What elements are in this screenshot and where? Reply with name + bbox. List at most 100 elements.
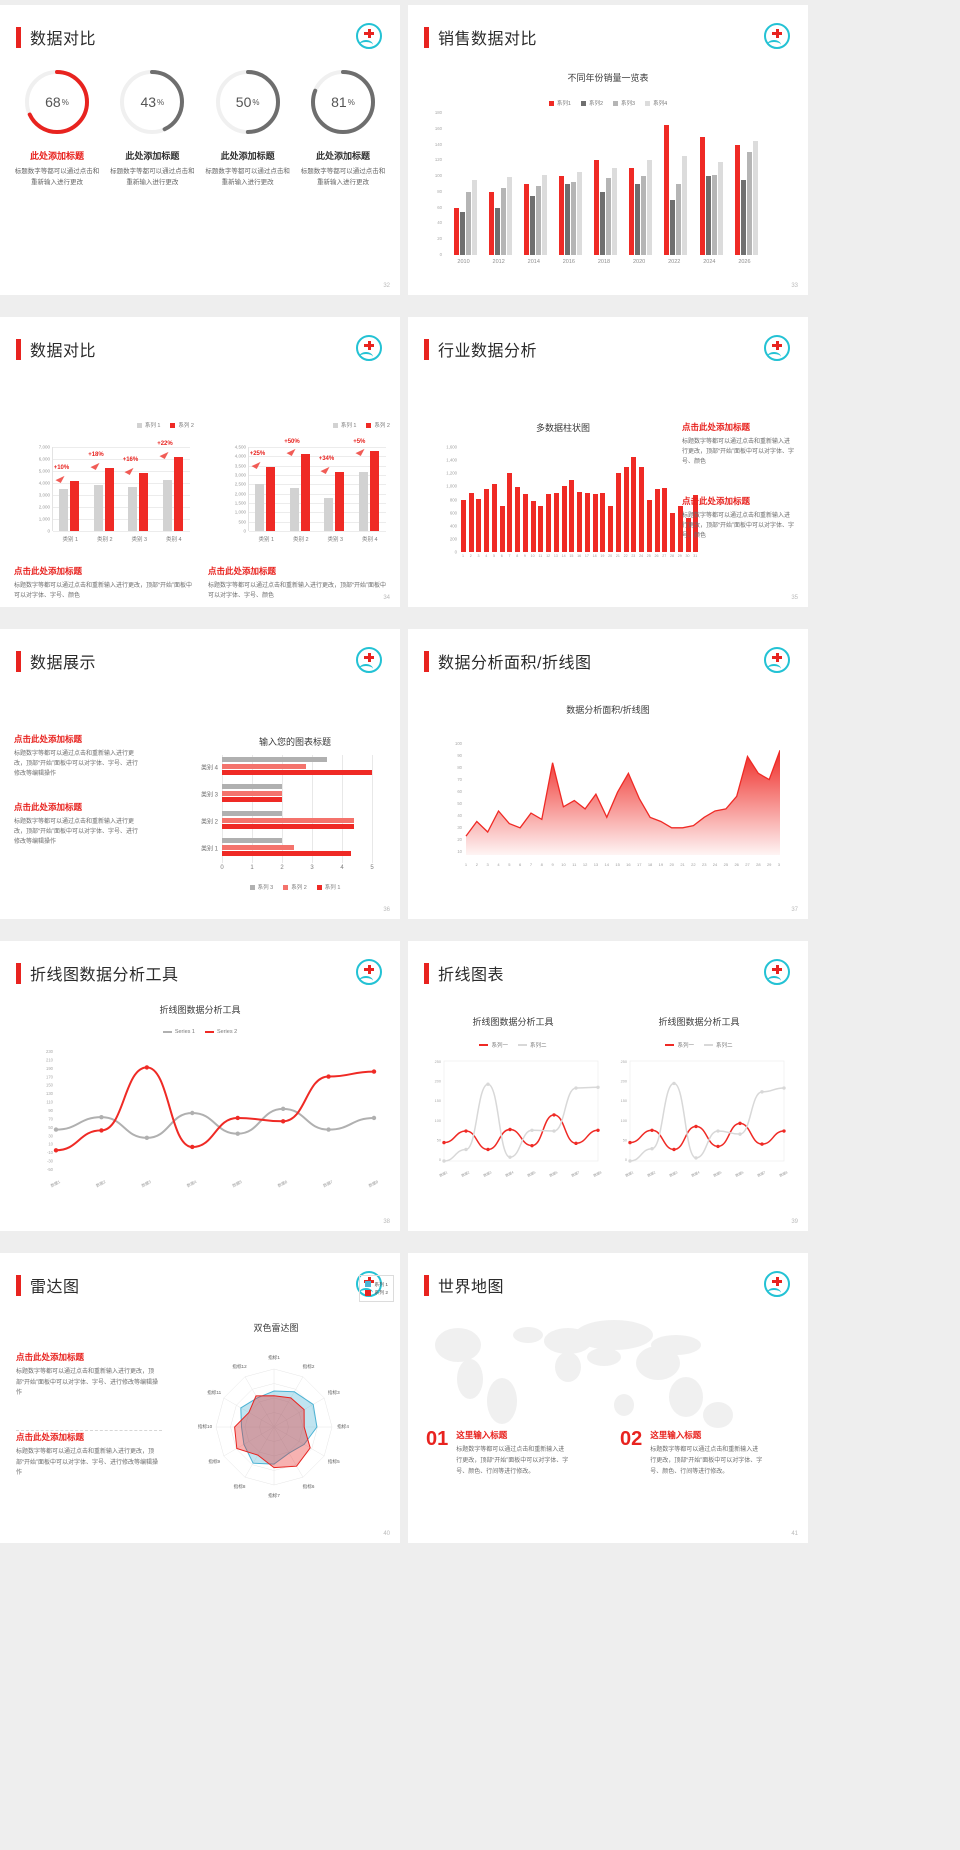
- x-axis-tick: 21: [615, 554, 620, 558]
- map-landmass: [435, 1328, 481, 1362]
- y-axis-tick: 类别 1: [200, 846, 218, 853]
- growth-label: +34%: [318, 456, 335, 463]
- y-axis-tick: 800: [449, 497, 457, 502]
- y-axis-tick: 3,000: [234, 472, 246, 478]
- bar: [335, 472, 345, 531]
- x-axis-tick: 7: [530, 862, 533, 867]
- bar: [93, 485, 103, 531]
- accent-bar-icon: [424, 26, 429, 48]
- data-point: [628, 1140, 632, 1145]
- slide-thumbnail-41[interactable]: 世界地图 01 这里输入标题 标题数字等都可以通过点击和重新输入进行更改，顶部“…: [408, 1253, 808, 1543]
- y-axis-tick: 10: [48, 1142, 53, 1147]
- radar-axis-label: 指标9: [208, 1458, 221, 1464]
- x-axis-tick: 数据3: [668, 1169, 678, 1178]
- data-point: [782, 1129, 786, 1133]
- donut-progress-chart: 68%: [22, 67, 92, 137]
- bar: [507, 472, 513, 552]
- line-series: [55, 1107, 375, 1139]
- bar: [561, 486, 567, 552]
- accent-bar-icon: [424, 1274, 429, 1296]
- chart-title-right: 折线图数据分析工具: [658, 1017, 740, 1027]
- radar-series: [234, 1395, 311, 1469]
- bar: [654, 489, 660, 552]
- legend-swatch: [366, 422, 372, 428]
- slide-thumbnail-38[interactable]: 折线图数据分析工具 折线图数据分析工具 Series 1 Series 2 230…: [0, 941, 400, 1231]
- legend-item: 系列 1: [316, 883, 340, 891]
- slide-thumbnail-40[interactable]: 雷达图 点击此处添加标题 标题数字等都可以通过点击和重新输入进行更改，顶部“开始…: [0, 1253, 400, 1543]
- accent-bar-icon: [424, 338, 429, 360]
- page-number: 38: [383, 1219, 390, 1225]
- y-axis-tick: 150: [621, 1099, 627, 1103]
- x-axis-tick: 2016: [562, 259, 575, 265]
- line-series: [55, 1066, 375, 1152]
- bar: [662, 487, 668, 552]
- page-title: 折线图数据分析工具: [30, 967, 179, 984]
- page-title: 雷达图: [30, 1279, 80, 1296]
- bar: [500, 187, 506, 255]
- slide-thumbnail-36[interactable]: 数据展示 点击此处添加标题 标题数字等都可以通过点击和重新输入进行更改，顶部“开…: [0, 629, 400, 919]
- chart-legend: 系列 1 系列 2: [359, 1275, 394, 1302]
- y-axis-tick: 50: [457, 801, 462, 806]
- legend-item: 系列 3: [249, 883, 273, 891]
- line-series: [629, 1082, 785, 1162]
- bar: [670, 199, 676, 255]
- y-axis-tick: 140: [434, 141, 442, 147]
- legend-swatch: [316, 884, 322, 890]
- item-title: 这里输入标题: [650, 1430, 702, 1440]
- donut-value: 43%: [140, 94, 165, 110]
- x-axis-tick: 数据2: [646, 1169, 656, 1178]
- y-axis-tick: 200: [621, 1080, 627, 1084]
- x-axis-tick: 数据1: [49, 1178, 62, 1188]
- legend-swatch: [613, 100, 618, 106]
- x-axis-tick: 17: [637, 862, 642, 867]
- x-axis-tick: 10: [561, 862, 566, 867]
- line-chart: 230 210 190 170 150 130 110 90 70 50 30 10 -10 -30 -50…: [30, 1049, 380, 1189]
- chart-title: 不同年份销量一览表: [567, 73, 649, 83]
- data-point: [760, 1090, 764, 1094]
- slide-thumbnail-35[interactable]: 行业数据分析 多数据柱状图 1,600 1,400 1,200 1,000 800 600…: [408, 317, 808, 607]
- block-title: 点击此处添加标题: [16, 1432, 85, 1442]
- slide-thumbnail-37[interactable]: 数据分析面积/折线图 数据分析面积/折线图 100 90 80 70 60 50 40 30 2…: [408, 629, 808, 919]
- bar: [677, 506, 683, 552]
- radar-chart: 指标1 指标2 指标3 指标4 指标5 指标6 指标7 指标8 指标9 指标10 指标11 指标12: [196, 1341, 356, 1506]
- x-axis-tick: 3: [310, 865, 314, 871]
- chart-legend: 系列 3 系列 2 系列 1: [200, 883, 390, 891]
- footnote-desc: 标题数字等都可以通过点击和重新输入进行更改，顶部“开始”面板中可以对字体、字号、…: [14, 583, 192, 600]
- legend-item: 系列3: [613, 99, 635, 107]
- x-axis-tick: 22: [623, 554, 628, 558]
- legend-label: 系列3: [621, 101, 636, 107]
- x-axis-tick: 2026: [738, 259, 751, 265]
- bar: [471, 180, 477, 255]
- y-axis-tick: 250: [435, 1060, 441, 1064]
- y-axis-tick: 90: [457, 753, 462, 758]
- data-point: [596, 1128, 600, 1132]
- data-point: [650, 1147, 654, 1151]
- legend-item: 系列 1: [136, 421, 160, 429]
- page-title: 销售数据对比: [438, 31, 538, 48]
- slide-thumbnail-34[interactable]: 数据对比 系列 1 系列 2 7,000 6,000 5,000 4,000 3,000 2,…: [0, 317, 400, 607]
- donut-desc: 标题数字等都可以通过点击和重新输入进行更改: [300, 168, 386, 186]
- area-chart: 100 90 80 70 60 50 40 30 20 10 1 2 3 4 5 6 7 8 9 10 11 12 13 14…: [442, 739, 783, 869]
- bar: [453, 207, 459, 255]
- y-axis-tick: 0: [243, 528, 246, 534]
- bar: [717, 161, 723, 255]
- plot-area: 4,500 4,000 3,500 3,000 2,500 2,000 1,500 1,000…: [235, 439, 386, 543]
- x-axis-tick: 数据7: [570, 1169, 580, 1178]
- donut-item: 68% 此处添加标题 标题数字等都可以通过点击和重新输入进行更改: [14, 67, 100, 188]
- x-axis-tick: 数据1: [624, 1169, 634, 1178]
- bar: [70, 481, 80, 531]
- bar: [559, 176, 565, 255]
- x-axis-tick: 数据5: [231, 1178, 244, 1188]
- x-axis-tick: 2012: [492, 259, 505, 265]
- map-landmass: [587, 1348, 621, 1366]
- slide-thumbnail-33[interactable]: 销售数据对比 不同年份销量一览表 系列1 系列2 系列3 系列4 180 160 140 1…: [408, 5, 808, 295]
- legend-swatch: [548, 100, 554, 106]
- slide-thumbnail-39[interactable]: 折线图表 折线图数据分析工具 折线图数据分析工具 系列一 系列二 系列一 系列二 2…: [408, 941, 808, 1231]
- y-axis-tick: 0: [439, 1158, 441, 1162]
- block-title: 点击此处添加标题: [682, 496, 751, 506]
- footnote-title: 点击此处添加标题: [14, 566, 83, 576]
- slide-thumbnail-32[interactable]: 数据对比 68% 此处添加标题 标题数字等都可以通过点击和重新输入进行更改 43% 此处…: [0, 5, 400, 295]
- legend-swatch: [704, 1044, 713, 1046]
- x-axis-tick: 2014: [527, 259, 540, 265]
- data-point: [442, 1140, 446, 1145]
